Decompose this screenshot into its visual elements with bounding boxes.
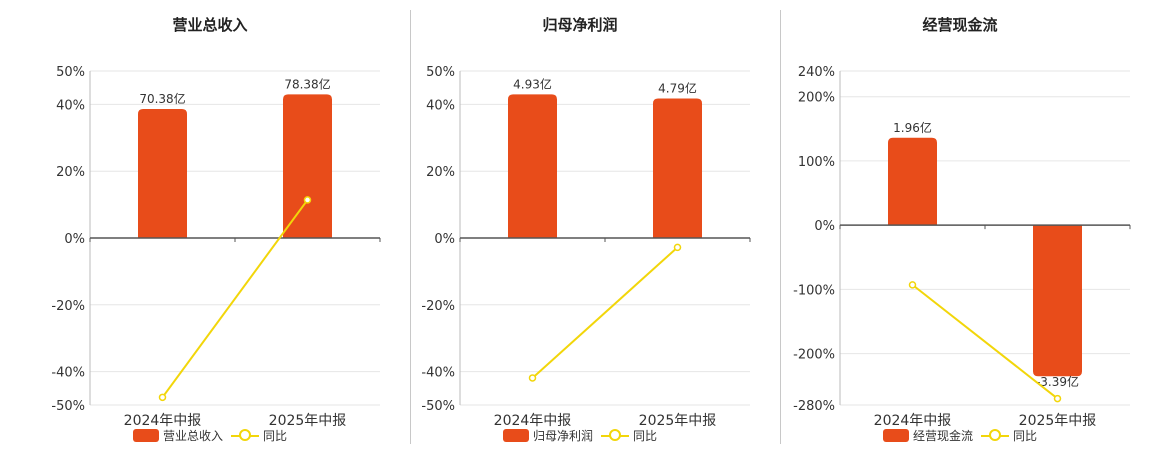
legend-item-bar[interactable]: 归母净利润 [502,427,593,444]
y-tick-label: -200% [793,348,835,363]
x-tick-label: 2025年中报 [639,413,717,429]
y-tick-label: 20% [426,165,455,180]
chart-plot: 50% 40% 20% 0% -20% -40% -50% 4.93亿 4.79亿 2024年中报… [421,65,751,429]
x-tick-label: 2025年中报 [269,413,347,429]
legend-bar-label: 营业总收入 [162,428,223,443]
series-point [908,281,917,289]
legend-bar-swatch [882,428,909,442]
x-tick-label: 2024年中报 [124,413,202,429]
legend-item-line[interactable]: 同比 [981,427,1037,444]
y-tick-label: -50% [51,399,85,414]
x-tick-label: 2025年中报 [1019,413,1097,429]
chart-plot: 50% 40% 20% 0% -20% -40% -50% 70.38亿 78.38亿 2024年… [51,65,381,429]
x-tick-label: 2024年中报 [874,413,952,429]
series-line [161,199,309,398]
bar-data-label: 70.38亿 [139,91,185,106]
chart-legend: 营业总收入 同比 [25,427,395,443]
y-tick-label: 100% [798,155,835,170]
y-tick-label: -40% [51,366,85,381]
y-tick-label: -20% [51,299,85,314]
panel-divider [410,10,411,444]
legend-line-swatch [981,429,1009,441]
legend-item-bar[interactable]: 经营现金流 [882,427,973,444]
chart-title: 经营现金流 [922,16,998,34]
chart-legend: 经营现金流 同比 [775,427,1145,443]
y-tick-label: 0% [64,232,85,247]
chart-title: 营业总收入 [172,16,248,34]
y-tick-label: 240% [798,65,835,80]
series-point [158,393,167,402]
bar [888,137,937,226]
bar [138,109,187,238]
series-line [911,284,1059,400]
legend-item-line[interactable]: 同比 [601,427,657,444]
legend-line-swatch [231,429,259,441]
y-tick-label: 0% [434,232,455,247]
bar-data-label: -3.39亿 [1036,374,1079,389]
series-point [673,243,682,252]
chart-title: 归母净利润 [542,16,618,34]
legend-line-label: 同比 [1013,428,1038,443]
series-line [531,246,679,379]
series-point [1053,394,1062,403]
chart-legend: 归母净利润 同比 [395,427,765,443]
y-tick-label: 20% [56,165,85,180]
chart-panel-revenue: 营业总收入 50% 40% 20% 0% -20% -40% -50% 70.38亿 78.38… [25,0,395,450]
y-tick-label: -20% [421,299,455,314]
chart-panel-cash-flow: 经营现金流 240% 200% 100% 0% -100% -200% -280% 1.96亿… [775,0,1145,450]
y-tick-label: -280% [793,399,835,414]
x-tick-label: 2024年中报 [494,413,572,429]
legend-item-bar[interactable]: 营业总收入 [132,427,223,444]
legend-line-swatch [601,429,629,441]
series-point [303,196,312,204]
bar [508,94,557,238]
bar [283,94,332,238]
legend-line-label: 同比 [633,428,658,443]
chart-panel-net-profit: 归母净利润 50% 40% 20% 0% -20% -40% -50% 4.93亿 4.79亿 2… [395,0,765,450]
series-point [528,374,537,382]
y-tick-label: 40% [426,98,455,113]
y-tick-label: -40% [421,366,455,381]
y-tick-label: 40% [56,98,85,113]
bar-data-label: 78.38亿 [284,76,330,91]
y-tick-label: 200% [798,91,835,106]
y-tick-label: 0% [814,219,835,234]
panel-divider [780,10,781,444]
y-tick-label: -50% [421,399,455,414]
legend-bar-label: 经营现金流 [912,428,973,443]
legend-bar-swatch [132,428,159,442]
bar-data-label: 4.79亿 [658,80,697,95]
bar-data-label: 1.96亿 [893,120,932,135]
legend-bar-label: 归母净利润 [532,428,593,443]
chart-plot: 240% 200% 100% 0% -100% -200% -280% 1.96亿 -3.39亿… [793,65,1131,429]
legend-bar-swatch [502,428,529,442]
legend-line-label: 同比 [263,428,288,443]
y-tick-label: -100% [793,283,835,298]
bar [653,98,702,238]
y-tick-label: 50% [56,65,85,80]
bar-data-label: 4.93亿 [513,76,552,91]
legend-item-line[interactable]: 同比 [231,427,287,444]
y-tick-label: 50% [426,65,455,80]
bar [1033,225,1082,377]
